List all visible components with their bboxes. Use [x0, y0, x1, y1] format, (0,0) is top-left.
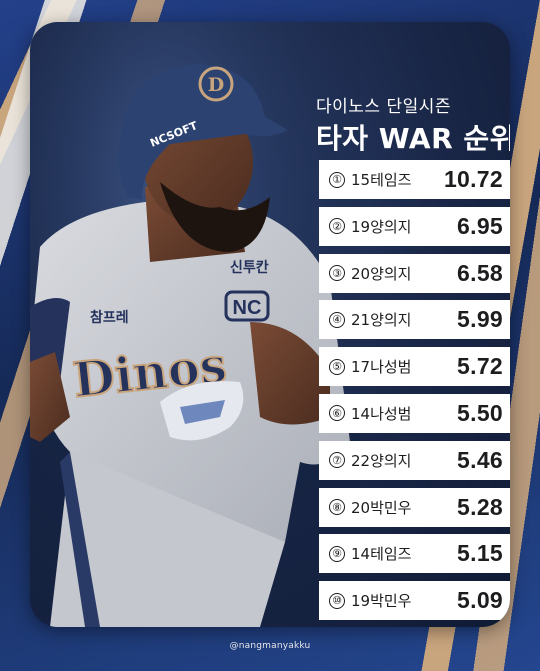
rank-number: ⑤	[329, 358, 345, 375]
rank-player: 19양의지	[351, 217, 412, 236]
watermark: @nangmanyakku	[229, 641, 311, 651]
rank-player: 19박민우	[351, 592, 412, 611]
rank-number: ⑩	[329, 592, 345, 609]
ranking-row: ⑨ 14테임즈 5.15	[319, 534, 510, 574]
jersey-badge: NC	[233, 297, 262, 319]
rank-player: 20양의지	[351, 264, 412, 283]
ranking-list: ① 15테임즈 10.72 ② 19양의지 6.95 ③ 20양의지 6.58 …	[319, 160, 510, 627]
jersey-sponsor-left: 참프레	[90, 310, 129, 326]
ranking-row: ① 15테임즈 10.72	[319, 160, 510, 199]
jersey-sponsor-right: 신투칸	[230, 259, 269, 276]
rank-player: 14나성범	[351, 404, 412, 423]
ranking-row: ② 19양의지 6.95	[319, 206, 510, 246]
rank-war-value: 5.99	[457, 306, 503, 333]
rank-war-value: 6.95	[457, 212, 503, 239]
rank-number: ②	[329, 218, 345, 235]
rank-war-value: 5.50	[457, 399, 503, 426]
rank-player: 14테임즈	[351, 545, 412, 564]
rank-player: 22양의지	[351, 451, 412, 470]
rank-player: 20박민우	[351, 498, 412, 517]
ranking-row: ④ 21양의지 5.99	[319, 300, 510, 340]
rank-war-value: 5.72	[457, 353, 503, 380]
ranking-row: ⑥ 14나성범 5.50	[319, 393, 510, 433]
rank-war-value: 5.46	[457, 446, 503, 473]
ranking-card: D NCSOFT 참프레 신투칸 NC Dinos 다이노스 단일시즌 타자 W…	[30, 22, 510, 627]
rank-player: 17나성범	[351, 358, 412, 377]
rank-player: 21양의지	[351, 311, 412, 330]
rank-war-value: 6.58	[457, 259, 503, 286]
rank-number: ①	[329, 171, 345, 188]
rank-player: 15테임즈	[351, 171, 412, 189]
rank-war-value: 5.15	[457, 540, 503, 567]
ranking-row: ⑧ 20박민우 5.28	[319, 487, 510, 527]
player-photo: D NCSOFT 참프레 신투칸 NC Dinos	[30, 22, 360, 627]
rank-number: ⑧	[329, 499, 345, 516]
rank-number: ⑦	[329, 452, 345, 469]
ranking-row: ⑩ 19박민우 5.09	[319, 581, 510, 621]
title-subtitle: 다이노스 단일시즌	[316, 97, 452, 117]
rank-number: ⑨	[329, 545, 345, 562]
ranking-row: ⑤ 17나성범 5.72	[319, 347, 510, 387]
ranking-row: ⑦ 22양의지 5.46	[319, 440, 510, 480]
rank-war-value: 5.28	[457, 493, 503, 520]
rank-war-value: 5.09	[457, 587, 503, 614]
page-title: 타자 WAR 순위	[316, 122, 510, 155]
rank-war-value: 10.72	[443, 166, 503, 192]
rank-number: ⑥	[329, 405, 345, 422]
rank-number: ③	[329, 265, 345, 282]
helmet-logo: D	[208, 74, 224, 96]
rank-number: ④	[329, 311, 345, 328]
ranking-row: ③ 20양의지 6.58	[319, 253, 510, 293]
